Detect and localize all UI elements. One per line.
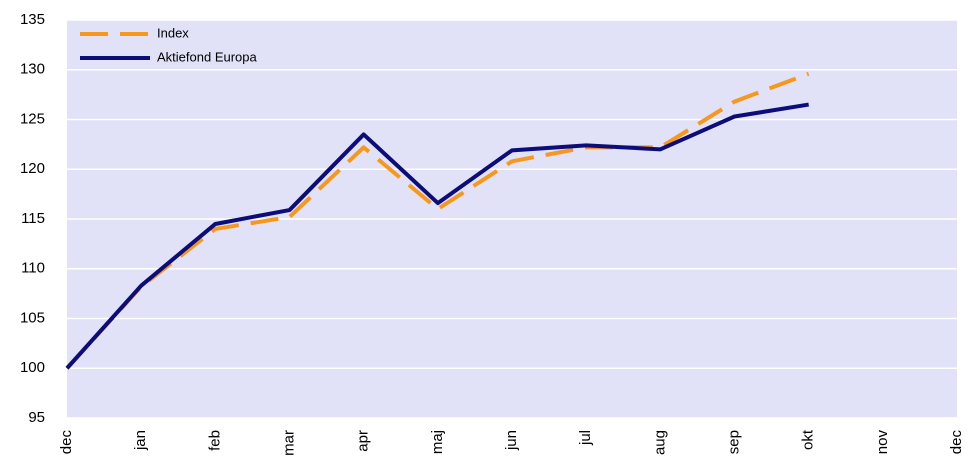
y-tick-label: 100 <box>20 359 45 376</box>
x-tick-label: jul <box>577 430 594 446</box>
x-tick-label: aug <box>651 430 668 455</box>
y-tick-label: 105 <box>20 309 45 326</box>
x-tick-label: nov <box>874 430 891 455</box>
y-tick-label: 135 <box>20 11 45 28</box>
x-tick-label: jun <box>503 430 520 451</box>
y-tick-label: 125 <box>20 110 45 127</box>
x-tick-label: dec <box>58 430 75 455</box>
legend-label: Index <box>157 25 189 40</box>
line-series <box>65 71 810 370</box>
x-tick-label: jan <box>132 430 149 451</box>
y-tick-label: 110 <box>21 260 45 277</box>
x-tick-label: dec <box>948 430 965 455</box>
y-tick-label: 115 <box>21 210 45 227</box>
x-tick-label: mar <box>280 430 297 456</box>
y-tick-label: 130 <box>20 61 45 78</box>
x-tick-label: okt <box>800 429 817 450</box>
x-tick-label: maj <box>429 430 446 454</box>
x-tick-label: apr <box>355 430 372 452</box>
line-series <box>65 102 809 370</box>
y-tick-label: 120 <box>20 160 45 177</box>
y-tick-label: 95 <box>28 409 45 426</box>
legend-label: Aktiefond Europa <box>157 49 258 64</box>
x-tick-label: sep <box>725 430 742 454</box>
x-tick-label: feb <box>206 430 223 451</box>
